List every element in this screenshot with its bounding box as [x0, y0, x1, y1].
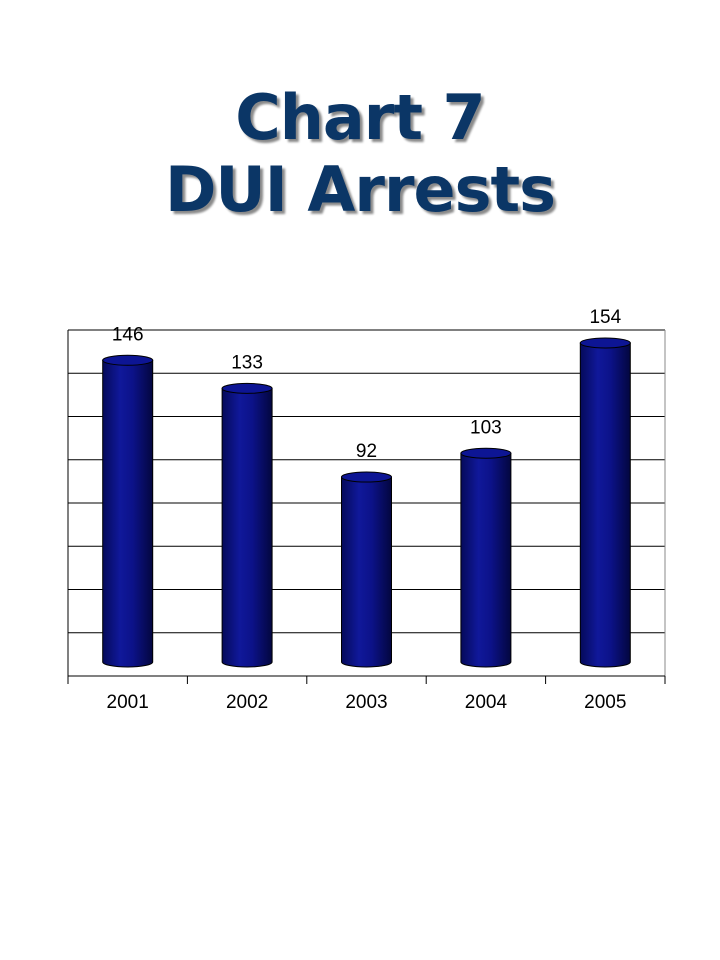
chart-title-line-1: Chart 7	[235, 81, 485, 154]
bar	[221, 382, 273, 668]
bar-body	[341, 476, 392, 668]
data-label: 133	[231, 352, 263, 373]
bar	[341, 471, 392, 668]
bar	[460, 447, 512, 668]
bar-top	[221, 382, 273, 394]
x-tick-label: 2002	[226, 692, 268, 713]
x-tick-label: 2003	[345, 692, 387, 713]
bar-top	[102, 354, 154, 366]
bars	[102, 337, 631, 668]
data-label: 92	[356, 441, 377, 462]
data-label: 154	[589, 307, 621, 328]
data-labels: 146 133 92 103 154	[112, 307, 622, 462]
chart-title: Chart 7 DUI Arrests	[0, 82, 720, 226]
bar-body	[221, 387, 273, 668]
bar	[102, 354, 154, 668]
bar-body	[579, 342, 631, 668]
bar-body	[102, 359, 154, 668]
bar-top	[460, 447, 512, 459]
chart-title-line-2: DUI Arrests	[164, 153, 556, 226]
x-tick-label: 2005	[584, 692, 626, 713]
x-tick-label: 2001	[107, 692, 149, 713]
data-label: 146	[112, 324, 144, 345]
bar-top	[579, 337, 631, 349]
x-axis: 2001 2002 2003 2004 2005	[67, 675, 666, 713]
bar-top	[341, 471, 392, 483]
bar	[579, 337, 631, 668]
x-tick-label: 2004	[465, 692, 508, 713]
data-label: 103	[470, 417, 502, 438]
bar-body	[460, 452, 512, 668]
